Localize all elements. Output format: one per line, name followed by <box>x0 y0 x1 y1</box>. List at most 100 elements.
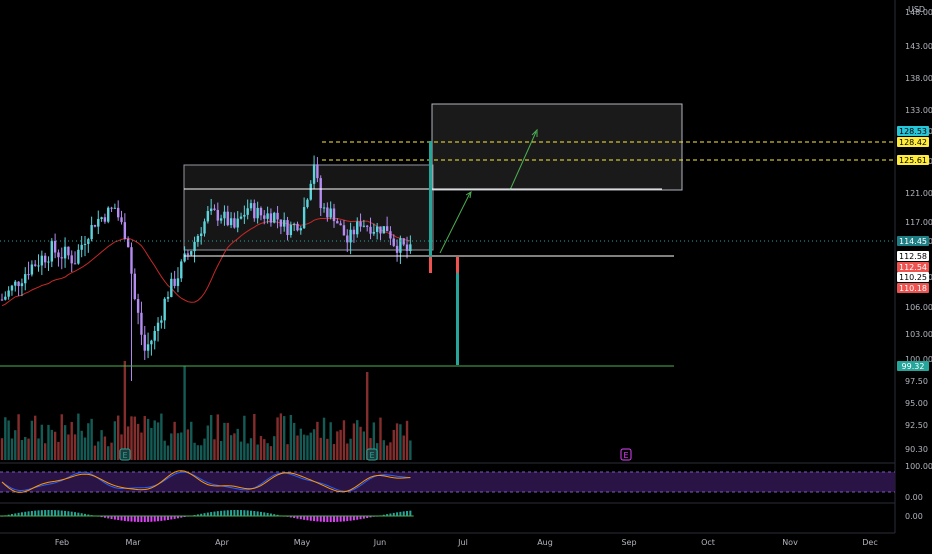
macd-bar <box>346 516 349 522</box>
volume-bar <box>382 440 385 460</box>
macd-bar <box>127 516 130 522</box>
macd-bar <box>220 510 223 516</box>
time-tick-label: May <box>294 538 311 547</box>
price-tag-bg <box>897 262 929 272</box>
volume-bar <box>269 446 273 460</box>
macd-bar <box>323 516 326 522</box>
volume-bar <box>103 436 107 460</box>
volume-bar <box>196 445 200 460</box>
volume-bar <box>219 440 223 460</box>
volume-bar <box>117 415 120 460</box>
price-tick-label: 133.00 <box>905 106 932 115</box>
arrow-head <box>531 128 538 137</box>
candle-body <box>140 312 143 335</box>
candle-body <box>176 278 180 286</box>
candle-body <box>283 220 286 227</box>
candle-body <box>385 226 389 232</box>
drawing-layer[interactable] <box>183 103 683 254</box>
macd-bar <box>37 510 40 516</box>
volume-bar <box>193 442 196 460</box>
volume-bar <box>153 420 156 460</box>
macd-bar <box>34 510 37 516</box>
candle-body <box>4 296 7 300</box>
macd-bar <box>266 512 269 516</box>
volume-bar <box>97 441 100 460</box>
candle-body <box>269 213 273 223</box>
volume-bar <box>183 366 186 460</box>
macd-bar <box>107 516 110 519</box>
price-tag-bg <box>897 361 929 371</box>
candle-body <box>60 257 63 259</box>
macd-bar <box>14 513 17 516</box>
candle-body <box>133 273 136 300</box>
candle-body <box>146 344 150 351</box>
candle-body <box>326 207 329 218</box>
macd-bar <box>396 512 399 516</box>
macd-bar <box>273 514 276 516</box>
macd-bar <box>276 514 279 516</box>
volume-bar <box>40 424 44 460</box>
price-tags-layer: 128.53128.42125.61114.45112.58112.54110.… <box>897 126 929 371</box>
price-tag: 125.61 <box>897 155 929 165</box>
volume-bar <box>110 442 113 460</box>
volume-bar <box>233 433 236 460</box>
macd-bar <box>399 511 402 516</box>
macd-bar <box>233 510 236 516</box>
rsi-tick-label: 100.00 <box>905 462 932 471</box>
candle-body <box>107 207 110 222</box>
macd-bar <box>10 514 13 516</box>
macd-bar <box>147 516 150 522</box>
volume-bar <box>329 422 332 460</box>
macd-bar <box>60 510 63 516</box>
candle-body <box>153 330 156 341</box>
flag-range-box <box>183 164 434 251</box>
candle-body <box>173 278 176 286</box>
macd-bar <box>293 516 296 519</box>
candle-body <box>50 240 53 262</box>
volume-bar <box>163 440 166 460</box>
candle-body <box>7 290 10 297</box>
candle-body <box>37 265 40 267</box>
candle-body <box>306 199 309 208</box>
macd-bar <box>349 516 352 521</box>
level-lines-layer[interactable] <box>0 141 895 367</box>
volume-bar <box>379 417 382 460</box>
volume-bar <box>339 429 342 460</box>
price-tag: 110.25 <box>897 272 929 282</box>
drop-bar <box>456 273 459 365</box>
candle-body <box>349 229 352 243</box>
candle-body <box>346 235 349 243</box>
candle-body <box>0 299 4 301</box>
volume-bar <box>20 440 24 460</box>
candle-body <box>130 247 133 274</box>
volume-bar <box>190 421 193 460</box>
macd-bar <box>133 516 136 522</box>
volume-bar <box>256 444 259 460</box>
price-tag-bg <box>897 236 929 246</box>
volume-bar <box>43 443 47 460</box>
macd-bar <box>313 516 316 522</box>
earnings-marker-box <box>620 448 632 461</box>
volume-bar <box>156 422 160 460</box>
volume-bar <box>176 433 180 460</box>
candle-body <box>266 213 269 219</box>
time-tick-label: Dec <box>862 538 877 547</box>
macd-bar <box>259 511 262 516</box>
time-tick-label: Nov <box>782 538 798 547</box>
macd-bar <box>329 516 332 522</box>
moving-average-line <box>1 217 411 307</box>
moving-average-layer <box>1 217 411 307</box>
candle-body <box>206 211 210 222</box>
candle-body <box>273 212 276 223</box>
candle-body <box>382 226 385 234</box>
candle-body <box>166 296 170 299</box>
price-tick-label: 100.00 <box>905 355 932 364</box>
macd-bar <box>303 516 306 520</box>
candle-body <box>27 274 30 276</box>
time-tick-label: Sep <box>621 538 636 547</box>
volume-bar <box>236 428 239 460</box>
price-tag-label: 128.53 <box>899 127 927 136</box>
